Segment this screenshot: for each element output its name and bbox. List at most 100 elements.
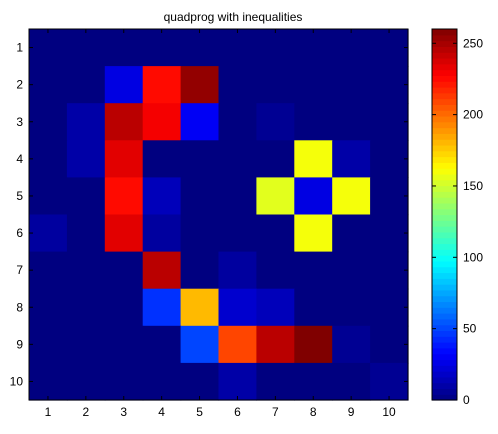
colorbar-slice bbox=[432, 243, 457, 250]
colorbar-gradient bbox=[432, 29, 457, 401]
colorbar-slice bbox=[432, 307, 457, 314]
heatmap-cell-r9-c10 bbox=[370, 325, 409, 364]
colorbar-ticks: 0 50 100 150 200 250 bbox=[432, 36, 483, 407]
heatmap-cell-r9-c9 bbox=[332, 325, 371, 364]
colorbar-slice bbox=[432, 133, 457, 140]
heatmap-cell-r1-c5 bbox=[180, 29, 220, 67]
colorbar-slice bbox=[432, 266, 457, 274]
colorbar-slice bbox=[432, 46, 457, 53]
heatmap-cell-r6-c5 bbox=[180, 214, 220, 253]
colorbar-slice bbox=[432, 342, 457, 349]
heatmap-cell-r10-c8 bbox=[294, 362, 333, 401]
heatmap-cell-r4-c10 bbox=[370, 140, 409, 178]
heatmap-cell-r3-c3 bbox=[104, 103, 144, 141]
heatmap-cell-r10-c4 bbox=[142, 362, 182, 401]
heatmap-cell-r10-c5 bbox=[180, 362, 220, 401]
x-tick-label: 8 bbox=[310, 405, 317, 419]
colorbar-slice bbox=[432, 202, 457, 210]
colorbar-slice bbox=[432, 52, 457, 59]
colorbar-slice bbox=[432, 156, 457, 163]
colorbar-tick-label: 0 bbox=[463, 393, 470, 407]
heatmap-cell-r6-c9 bbox=[332, 214, 371, 253]
heatmap-cell-r2-c4 bbox=[142, 66, 182, 104]
heatmap-cell-r5-c1 bbox=[29, 177, 68, 216]
heatmap-cell-r8-c2 bbox=[66, 288, 106, 327]
heatmap-cell-r5-c5 bbox=[180, 177, 220, 216]
heatmap-cell-r4-c3 bbox=[104, 140, 144, 178]
colorbar-tick-label: 150 bbox=[463, 179, 483, 193]
heatmap-cell-r10-c1 bbox=[29, 362, 68, 401]
heatmap-cell-r5-c7 bbox=[256, 177, 295, 216]
heatmap-cell-r9-c3 bbox=[104, 325, 144, 364]
heatmap-cell-r7-c8 bbox=[294, 251, 333, 290]
heatmap-cell-r8-c9 bbox=[332, 288, 371, 327]
colorbar-slice bbox=[432, 226, 457, 233]
colorbar-slice bbox=[432, 127, 457, 134]
heatmap-cell-r10-c3 bbox=[104, 362, 144, 401]
heatmap-cell-r7-c7 bbox=[256, 251, 295, 290]
colorbar-slice bbox=[432, 86, 457, 94]
heatmap-cell-r2-c3 bbox=[104, 66, 144, 104]
colorbar-slice bbox=[432, 336, 457, 343]
heatmap-cell-r6-c6 bbox=[218, 214, 257, 253]
heatmap-cell-r6-c4 bbox=[142, 214, 182, 253]
colorbar-slice bbox=[432, 289, 457, 297]
heatmap-cell-r8-c3 bbox=[104, 288, 144, 327]
heatmap-cell-r3-c1 bbox=[29, 103, 68, 141]
colorbar-slice bbox=[432, 185, 457, 192]
heatmap-cell-r9-c1 bbox=[29, 325, 68, 364]
heatmap-cell-r2-c1 bbox=[29, 66, 68, 104]
plot-frame bbox=[28, 28, 409, 401]
colorbar-slice bbox=[432, 57, 457, 65]
heatmap-cell-r5-c2 bbox=[66, 177, 106, 216]
heatmap-cell-r7-c5 bbox=[180, 251, 220, 290]
heatmap-cell-r10-c7 bbox=[256, 362, 295, 401]
heatmap-cell-r1-c7 bbox=[256, 29, 295, 67]
colorbar-slice bbox=[432, 365, 457, 372]
heatmap-cell-r10-c9 bbox=[332, 362, 371, 401]
x-tick-label: 3 bbox=[120, 405, 127, 419]
heatmap-cell-r6-c8 bbox=[294, 214, 333, 253]
heatmap-cells bbox=[29, 29, 409, 401]
heatmap-cell-r3-c9 bbox=[332, 103, 371, 141]
heatmap-cell-r9-c5 bbox=[180, 325, 220, 364]
colorbar-slice bbox=[432, 347, 457, 355]
colorbar-slice bbox=[432, 220, 457, 227]
colorbar-slice bbox=[432, 324, 457, 332]
colorbar-slice bbox=[432, 255, 457, 262]
x-tick-label: 5 bbox=[196, 405, 203, 419]
y-tick-label: 8 bbox=[16, 300, 23, 314]
x-tick-label: 4 bbox=[158, 405, 165, 419]
colorbar-slice bbox=[432, 110, 457, 117]
heatmap-cell-r4-c7 bbox=[256, 140, 295, 178]
colorbar-frame bbox=[431, 28, 458, 401]
heatmap-cell-r4-c9 bbox=[332, 140, 371, 178]
colorbar-slice bbox=[432, 382, 457, 390]
heatmap-cell-r8-c4 bbox=[142, 288, 182, 327]
colorbar-slice bbox=[432, 75, 457, 82]
heatmap-cell-r1-c6 bbox=[218, 29, 257, 67]
heatmap-cell-r6-c7 bbox=[256, 214, 295, 253]
colorbar-slice bbox=[432, 376, 457, 384]
heatmap-cell-r6-c2 bbox=[66, 214, 106, 253]
colorbar-slice bbox=[432, 197, 457, 204]
colorbar-slice bbox=[432, 272, 457, 279]
colorbar-slice bbox=[432, 144, 457, 152]
colorbar-slice bbox=[432, 260, 457, 268]
y-tick-label: 9 bbox=[16, 337, 23, 351]
heatmap-cell-r4-c5 bbox=[180, 140, 220, 178]
colorbar-slice bbox=[432, 115, 457, 123]
heatmap-cell-r7-c9 bbox=[332, 251, 371, 290]
heatmap-cell-r2-c6 bbox=[218, 66, 257, 104]
heatmap-cell-r8-c5 bbox=[180, 288, 220, 327]
x-tick-label: 10 bbox=[382, 405, 396, 419]
colorbar-slice bbox=[432, 34, 457, 42]
heatmap-cell-r3-c4 bbox=[142, 103, 182, 141]
heatmap-cell-r9-c6 bbox=[218, 325, 257, 364]
colorbar-slice bbox=[432, 191, 457, 198]
heatmap-cell-r1-c3 bbox=[104, 29, 144, 67]
colorbar-slice bbox=[432, 40, 457, 47]
heatmap-cell-r2-c7 bbox=[256, 66, 295, 104]
colorbar-slice bbox=[432, 371, 457, 378]
